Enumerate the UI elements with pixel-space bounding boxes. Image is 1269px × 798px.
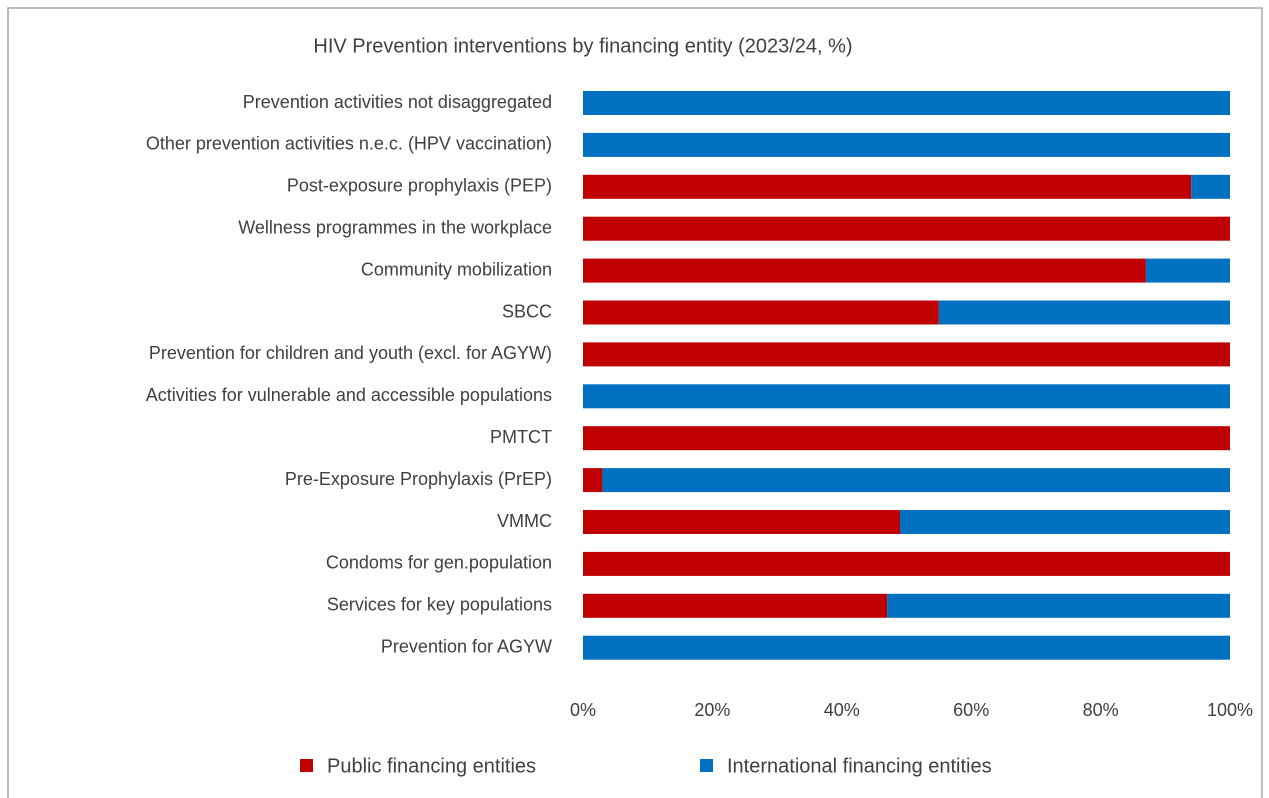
legend-label: Public financing entities (327, 755, 536, 777)
y-tick-label: Activities for vulnerable and accessible… (146, 385, 552, 405)
y-tick-label: Wellness programmes in the workplace (238, 217, 552, 237)
bar-segment (583, 384, 1230, 409)
bar-segment (583, 132, 1230, 157)
y-tick-label: Pre-Exposure Prophylaxis (PrEP) (285, 469, 552, 489)
y-tick-label: Prevention for AGYW (381, 636, 552, 656)
y-tick-label: Prevention for children and youth (excl.… (149, 343, 552, 363)
bar-segment (583, 258, 1146, 283)
x-tick-label: 0% (570, 700, 596, 720)
y-tick-label: Prevention activities not disaggregated (243, 92, 552, 112)
bar-segment (583, 300, 939, 325)
legend-swatch (300, 759, 313, 772)
bar-segment (1191, 174, 1230, 199)
y-tick-label: VMMC (497, 511, 552, 531)
bar-segment (938, 300, 1230, 325)
bar-segment (583, 635, 1230, 660)
bar-segment (583, 342, 1230, 367)
bar-segment (583, 426, 1230, 451)
bar-segment (583, 510, 901, 534)
y-tick-label: Community mobilization (361, 259, 552, 279)
x-tick-label: 20% (694, 700, 730, 720)
y-tick-label: Condoms for gen.population (326, 553, 552, 573)
y-tick-label: Other prevention activities n.e.c. (HPV … (146, 134, 552, 154)
y-tick-label: Services for key populations (327, 595, 552, 615)
legend-label: International financing entities (727, 755, 992, 777)
y-tick-label: Post-exposure prophylaxis (PEP) (287, 176, 552, 196)
x-tick-label: 60% (953, 700, 989, 720)
y-tick-label: SBCC (502, 301, 552, 321)
y-tick-label: PMTCT (490, 427, 552, 447)
bar-segment (583, 216, 1230, 241)
bar-segment (583, 174, 1192, 199)
x-tick-label: 80% (1083, 700, 1119, 720)
bar-segment (583, 468, 603, 493)
bar-segment (1145, 258, 1230, 283)
bar-segment (583, 593, 888, 618)
chart-title: HIV Prevention interventions by financin… (313, 35, 852, 57)
bar-segment (887, 593, 1230, 618)
bar-segment (583, 91, 1230, 115)
bar-segment (900, 510, 1230, 534)
legend-swatch (700, 759, 713, 772)
bar-segment (583, 551, 1230, 576)
x-tick-label: 100% (1207, 700, 1253, 720)
x-tick-label: 40% (824, 700, 860, 720)
bar-segment (602, 468, 1230, 493)
